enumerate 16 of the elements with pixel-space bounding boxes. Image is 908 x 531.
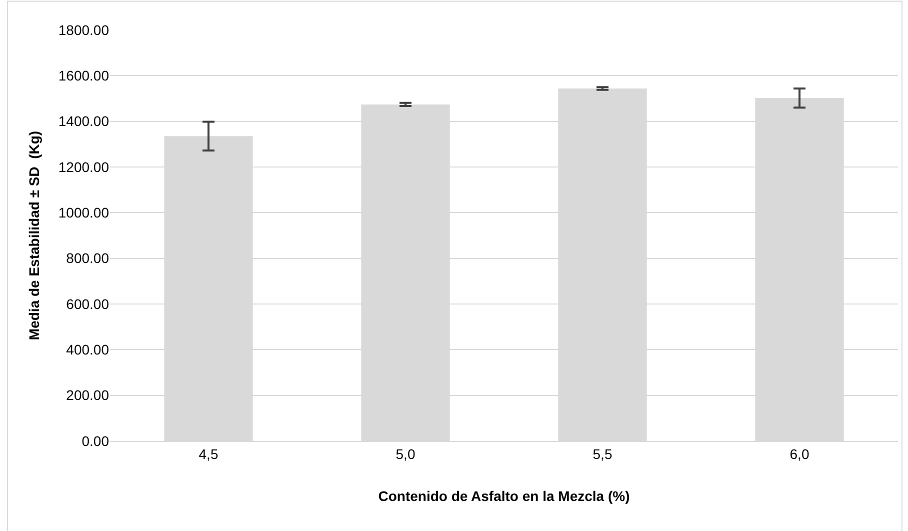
y-tick-label: 400.00: [66, 342, 110, 358]
y-tick-label: 1600.00: [58, 68, 110, 84]
x-tick-label: 6,0: [790, 446, 810, 462]
y-tick-label: 1800.00: [58, 22, 110, 38]
y-tick-label: 1200.00: [58, 158, 110, 175]
y-axis-title: Media de Estabilidad ± SD (Kg): [26, 130, 42, 340]
x-axis-title: Contenido de Asfalto en la Mezcla (%): [378, 488, 630, 504]
y-tick-label: 800.00: [66, 250, 110, 266]
x-tick-label: 4,5: [198, 446, 218, 462]
y-tick-label: 1400.00: [58, 113, 110, 130]
y-tick-label: 600.00: [66, 296, 110, 312]
x-tick-label: 5,5: [592, 446, 612, 462]
y-tick-label: 1000.00: [58, 204, 110, 221]
y-tick-label: 0.00: [82, 432, 110, 449]
y-tick-label: 200.00: [66, 387, 110, 404]
x-tick-label: 5,0: [396, 446, 416, 462]
